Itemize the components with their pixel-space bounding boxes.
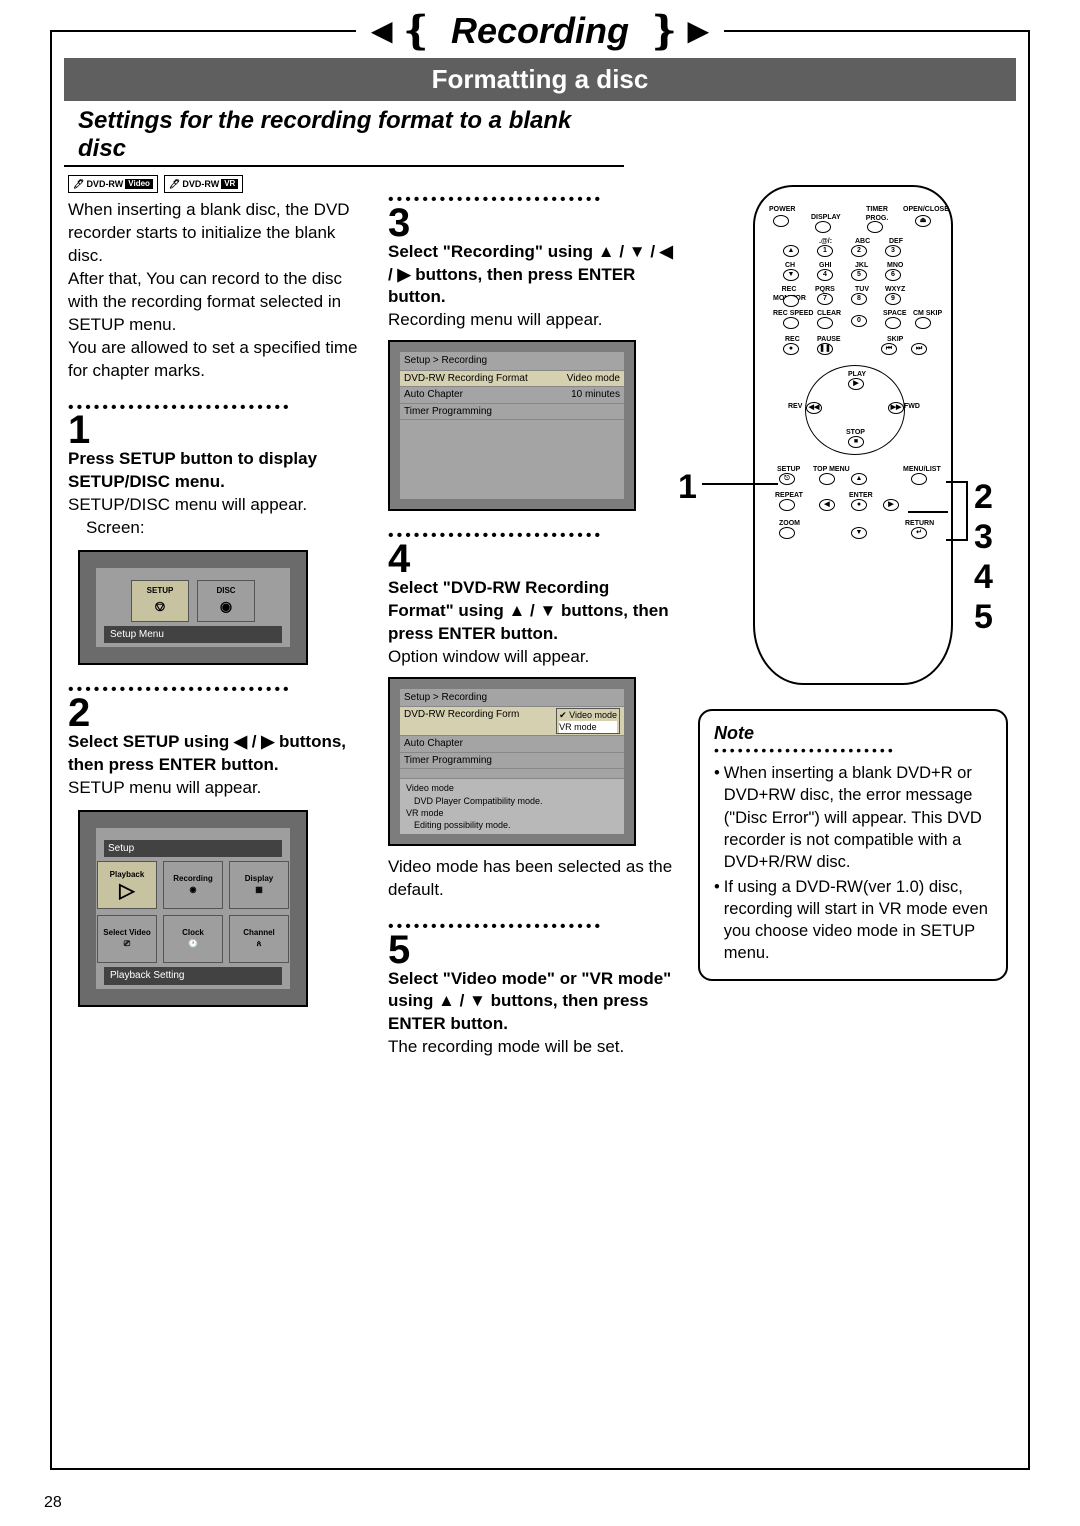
step-5-head: Select "Video mode" or "VR mode" using ▲… [388,968,678,1037]
note-item-1: When inserting a blank DVD+R or DVD+RW d… [724,762,992,873]
page-number: 28 [44,1494,62,1512]
intro-p3: You are allowed to set a specified time … [68,337,368,383]
remote-power-button [773,215,789,227]
note-item-2: If using a DVD-RW(ver 1.0) disc, recordi… [724,876,992,965]
subtitle-banner: Formatting a disc [64,58,1016,101]
step-4-head: Select "DVD-RW Recording Format" using ▲… [388,577,678,646]
step-1-head: Press SETUP button to display SETUP/DISC… [68,448,368,494]
step-3-body: Recording menu will appear. [388,309,678,332]
callout-3: 3 [974,515,993,561]
format-badges: 🖊 DVD-RWVideo 🖊 DVD-RWVR [68,175,368,193]
step-5-body: The recording mode will be set. [388,1036,678,1059]
remote-enter-button: ● [851,499,867,511]
callout-5: 5 [974,595,993,641]
screenshot-setup-menu: Setup Playback▷ Recording◉ Display▦ Sele… [78,810,308,1007]
ss-cell-disc: DISC ◉ [197,580,255,622]
page-title: Recording [433,10,647,52]
step-4-body: Option window will appear. [388,646,678,669]
arrow-right-icon: ► [681,13,717,49]
section-heading: Settings for the recording format to a b… [64,103,624,167]
note-box: Note ••••••••••••••••••••••• •When inser… [698,709,1008,981]
callout-1: 1 [678,465,697,511]
screenshot-recording-menu: Setup > Recording DVD-RW Recording Forma… [388,340,636,511]
title-banner: ◄ ❴ Recording ❵ ► [52,10,1028,52]
callout-2: 2 [974,475,993,521]
step-2-head: Select SETUP using ◀ / ▶ buttons, then p… [68,731,368,777]
remote-setup-button: ⎋ [779,473,795,485]
screenshot-format-options: Setup > Recording DVD-RW Recording Form … [388,677,636,846]
screenshot-setup-disc: SETUP ⎊ DISC ◉ Setup Menu [78,550,308,666]
step-3-head: Select "Recording" using ▲ / ▼ / ◀ / ▶ b… [388,241,678,310]
step-2-body: SETUP menu will appear. [68,777,368,800]
intro-p1: When inserting a blank disc, the DVD rec… [68,199,368,268]
brace-right-icon: ❵ [647,11,681,51]
step-4-after: Video mode has been selected as the defa… [388,856,678,902]
badge-vr: 🖊 DVD-RWVR [164,175,243,193]
step-1-body: SETUP/DISC menu will appear. [68,494,368,517]
callout-4: 4 [974,555,993,601]
intro-p2: After that, You can record to the disc w… [68,268,368,337]
ss-cell-setup: SETUP ⎊ [131,580,189,622]
arrow-left-icon: ◄ [364,13,400,49]
badge-video: 🖊 DVD-RWVideo [68,175,158,193]
brace-left-icon: ❴ [399,11,433,51]
remote-diagram: POWER DISPLAY TIMER PROG. OPEN/CLOSE ⏏ .… [753,185,953,685]
step-1-indent: Screen: [68,517,368,540]
